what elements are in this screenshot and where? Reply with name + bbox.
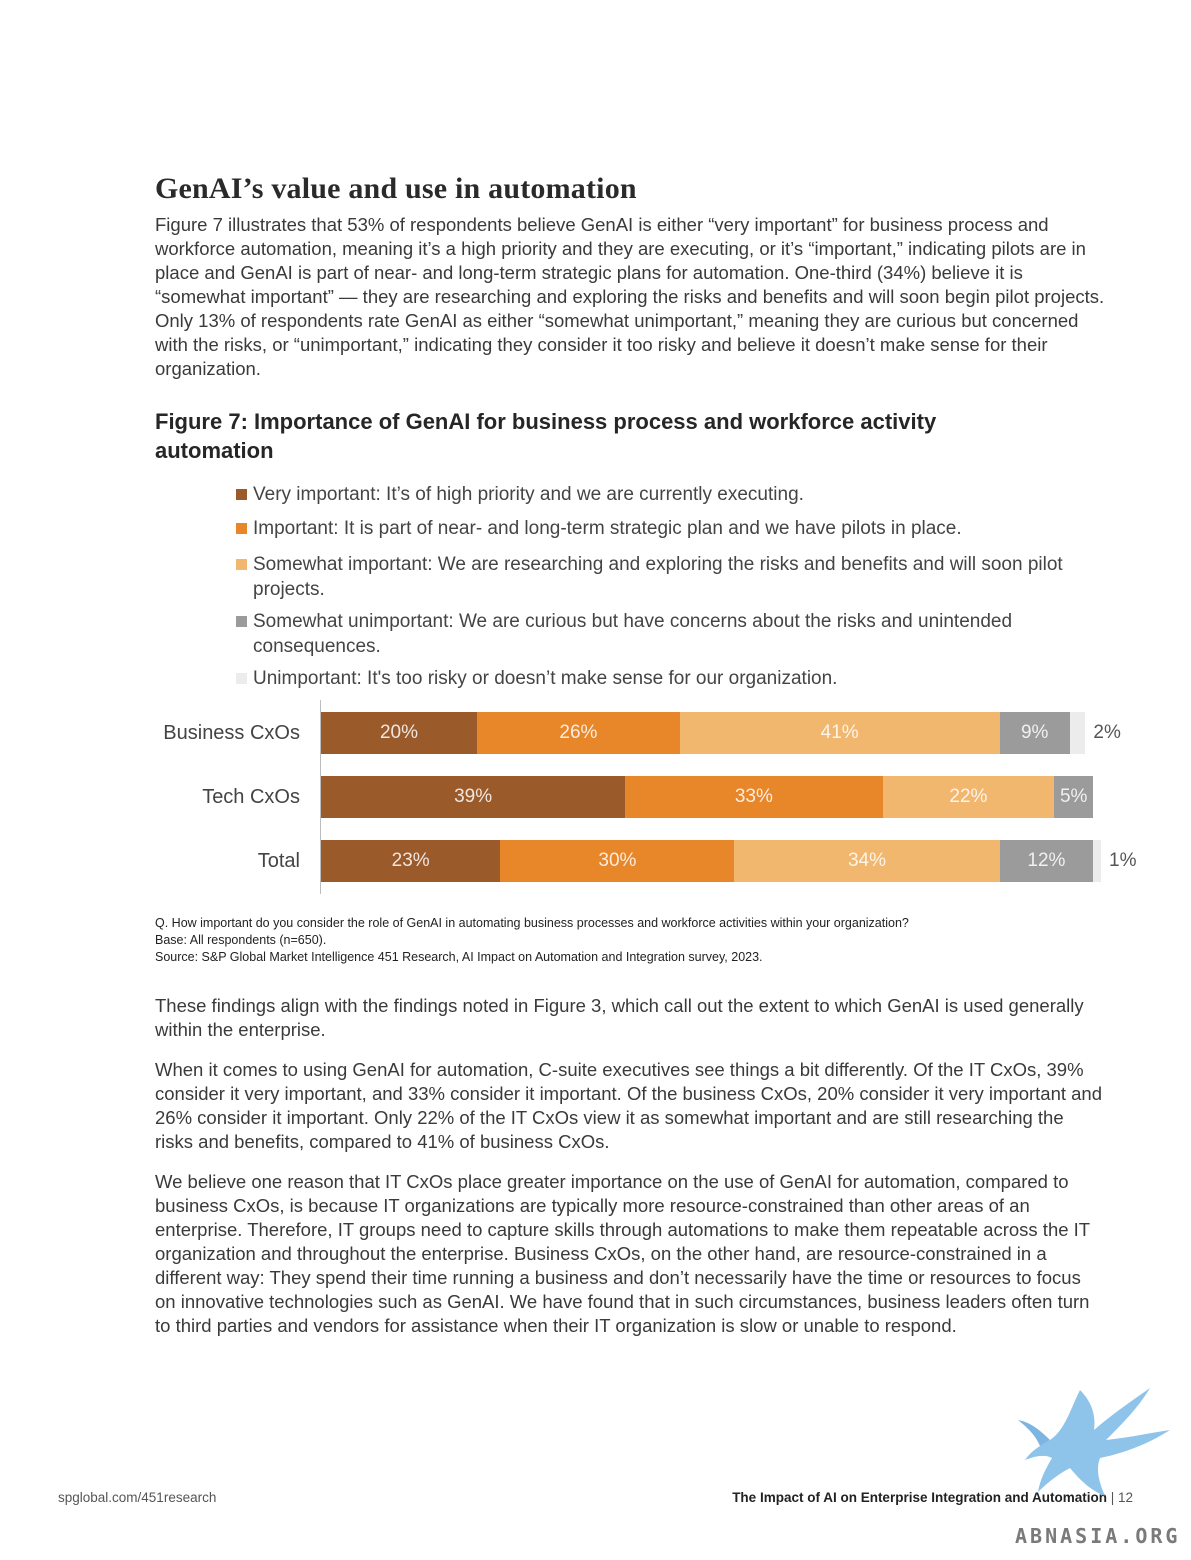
bar-segment: 41% — [679, 712, 1000, 754]
data-label: 20% — [379, 722, 419, 743]
figure-question-note: Q. How important do you consider the rol… — [155, 916, 909, 930]
data-label: 1% — [1109, 850, 1137, 871]
data-label: 9% — [1020, 722, 1049, 743]
body-paragraph-3: We believe one reason that IT CxOs place… — [155, 1171, 1090, 1336]
data-label: 22% — [949, 786, 988, 807]
bar-segment: 39% — [321, 776, 626, 818]
section-title: GenAI’s value and use in automation — [155, 172, 637, 205]
bar-segment: 12% — [999, 840, 1094, 882]
bar-segment: 5% — [1054, 776, 1094, 818]
data-label: 33% — [734, 786, 773, 807]
data-label: 26% — [559, 722, 598, 743]
legend-item: Somewhat unimportant: We are curious but… — [236, 609, 1086, 659]
legend-label: Very important: It’s of high priority an… — [253, 484, 804, 505]
bar-segment: 23% — [321, 840, 501, 882]
legend-label: Somewhat unimportant: We are curious but… — [253, 611, 1013, 657]
bar-row: 39% 33% 22% 5% — [321, 776, 1101, 818]
bar-segment: 9% — [999, 712, 1070, 754]
footer-page-number: | 12 — [1110, 1490, 1133, 1505]
bar-segment — [1069, 712, 1086, 754]
figure-source-note: Source: S&P Global Market Intelligence 4… — [155, 950, 763, 964]
bar-segment: 30% — [500, 840, 735, 882]
data-label: 5% — [1059, 786, 1088, 807]
data-label: 23% — [391, 850, 430, 871]
category-label: Total — [257, 850, 300, 872]
bar-segment — [1093, 840, 1101, 882]
chart-axis-line — [320, 700, 321, 894]
figure-title: Figure 7: Importance of GenAI for busine… — [155, 409, 937, 463]
bar-row: 23% 30% 34% 12% 1% — [321, 840, 1136, 882]
bar-row: 20% 26% 41% 9% 2% — [321, 712, 1121, 754]
bar-segment: 26% — [477, 712, 680, 754]
body-paragraph-2: When it comes to using GenAI for automat… — [155, 1059, 1103, 1152]
category-label: Business CxOs — [163, 722, 300, 744]
legend-label: Important: It is part of near- and long-… — [253, 518, 962, 539]
legend-item: Very important: It’s of high priority an… — [236, 482, 1086, 507]
legend-item: Important: It is part of near- and long-… — [236, 516, 1086, 541]
bar-segment: 34% — [734, 840, 1000, 882]
watermark-text: ABNASIA.ORG — [1015, 1524, 1181, 1548]
data-label: 39% — [454, 786, 493, 807]
footer-doc-title: The Impact of AI on Enterprise Integrati… — [732, 1490, 1107, 1505]
data-label: 34% — [847, 850, 886, 871]
footer-title-block: The Impact of AI on Enterprise Integrati… — [732, 1490, 1133, 1505]
data-label: 12% — [1027, 850, 1066, 871]
legend-swatch — [236, 559, 247, 570]
figure-base-note: Base: All respondents (n=650). — [155, 933, 327, 947]
legend-label: Unimportant: It's too risky or doesn’t m… — [253, 668, 838, 689]
stacked-bar-chart: Business CxOs 20% 26% 41% 9% 2% Tech CxOs 39% 33… — [150, 700, 1150, 900]
bar-segment: 20% — [321, 712, 477, 754]
legend-swatch — [236, 523, 247, 534]
data-label: 41% — [820, 722, 859, 743]
intro-paragraph: Figure 7 illustrates that 53% of respond… — [155, 214, 1105, 379]
legend-swatch — [236, 489, 247, 500]
data-label: 30% — [598, 850, 637, 871]
bird-logo-icon — [1018, 1388, 1170, 1496]
category-label: Tech CxOs — [202, 786, 300, 808]
bar-segment: 22% — [882, 776, 1055, 818]
body-paragraph-1: These findings align with the findings n… — [155, 995, 1084, 1040]
bar-segment: 33% — [625, 776, 883, 818]
data-label: 2% — [1093, 722, 1121, 743]
legend-swatch — [236, 673, 247, 684]
legend-swatch — [236, 616, 247, 627]
footer-url[interactable]: spglobal.com/451research — [58, 1490, 217, 1505]
legend-item: Somewhat important: We are researching a… — [236, 552, 1086, 602]
legend-label: Somewhat important: We are researching a… — [253, 554, 1063, 600]
figure-notes: Q. How important do you consider the rol… — [155, 915, 1105, 966]
legend-item: Unimportant: It's too risky or doesn’t m… — [236, 666, 1086, 691]
